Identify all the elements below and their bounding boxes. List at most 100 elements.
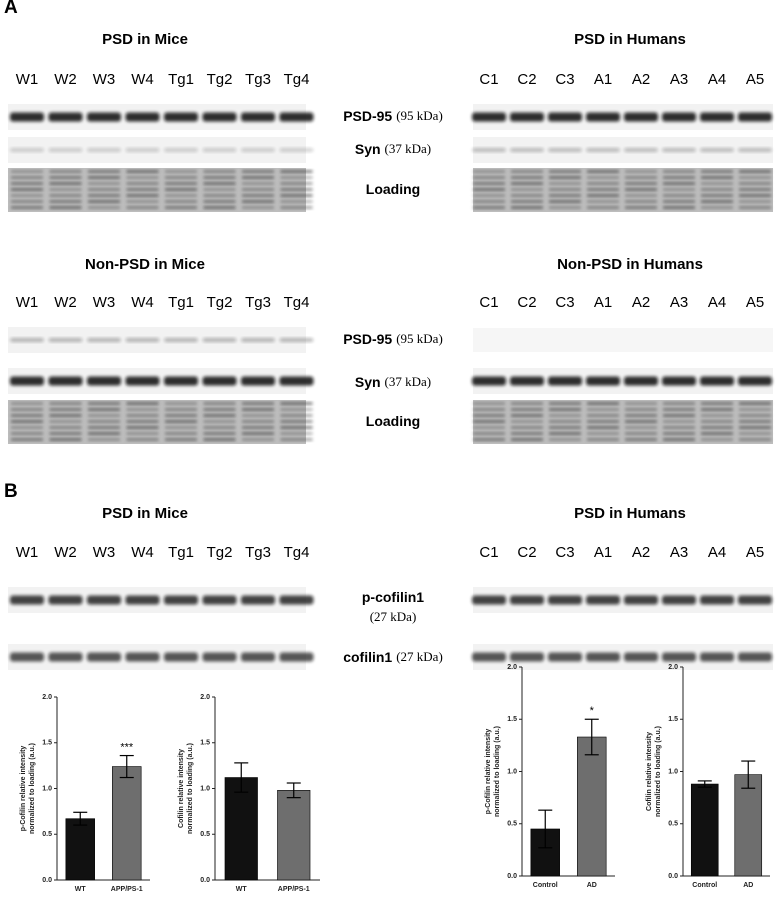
row-size: (37 kDa) bbox=[385, 141, 432, 156]
loading-band bbox=[280, 432, 313, 435]
blot-band bbox=[700, 652, 734, 662]
lane-label: W1 bbox=[16, 544, 39, 561]
blot-title: Non-PSD in Mice bbox=[85, 256, 205, 273]
loading-band bbox=[280, 402, 313, 405]
y-axis-label: normalized to loading (a.u.) bbox=[494, 726, 501, 817]
loading-band bbox=[11, 408, 43, 411]
error-bar bbox=[697, 780, 712, 788]
blot-panel: PSD in Humans C1 C2 C3 A1 A2 A3 A4 A5 bbox=[472, 505, 773, 670]
lane-label: C3 bbox=[555, 544, 574, 561]
loading-band bbox=[663, 426, 695, 429]
y-axis-label: normalized to loading (a.u.) bbox=[187, 743, 194, 834]
loading-band bbox=[126, 432, 159, 435]
loading-band bbox=[242, 432, 274, 435]
y-tick-label: 2.0 bbox=[200, 694, 210, 701]
loading-band bbox=[511, 414, 543, 417]
loading-band bbox=[511, 206, 543, 209]
lane-label: Tg3 bbox=[245, 294, 271, 311]
blot-band bbox=[10, 112, 44, 122]
loading-band bbox=[88, 188, 120, 191]
loading-band bbox=[473, 408, 505, 411]
row-label: Loading bbox=[366, 413, 420, 429]
loading-band bbox=[511, 200, 543, 203]
lane-label: A5 bbox=[746, 71, 764, 88]
loading-band bbox=[88, 402, 120, 405]
loading-band bbox=[549, 200, 581, 203]
lane-label: W3 bbox=[93, 71, 116, 88]
blot-band bbox=[700, 148, 734, 152]
loading-band bbox=[242, 420, 274, 423]
loading-band bbox=[126, 426, 159, 429]
y-axis-label: p-Cofilin relative intensity bbox=[485, 729, 492, 815]
blot-band bbox=[202, 338, 237, 342]
loading-band bbox=[701, 182, 733, 185]
loading-band bbox=[203, 170, 236, 173]
blot-band bbox=[586, 652, 620, 662]
y-tick-label: 0.0 bbox=[200, 877, 210, 884]
loading-band bbox=[473, 414, 505, 417]
blot-band bbox=[586, 148, 620, 152]
loading-band bbox=[242, 188, 274, 191]
loading-band bbox=[587, 438, 619, 441]
blot-band bbox=[586, 376, 620, 386]
loading-band bbox=[473, 182, 505, 185]
loading-band bbox=[625, 414, 657, 417]
blot-panel: Non-PSD in Mice W1 W2 W3 W4 Tg1 Tg2 Tg3 Tg4 bbox=[8, 256, 314, 444]
y-tick-label: 0.5 bbox=[668, 821, 678, 828]
loading-band bbox=[701, 194, 733, 197]
blot-band bbox=[125, 112, 160, 122]
loading-band bbox=[49, 206, 82, 209]
error-bar bbox=[741, 760, 756, 789]
blot-band bbox=[48, 595, 83, 605]
y-tick-label: 0.5 bbox=[42, 831, 52, 838]
error-bar bbox=[538, 809, 553, 849]
loading-band bbox=[587, 182, 619, 185]
loading-band bbox=[88, 420, 120, 423]
loading-band bbox=[203, 188, 236, 191]
loading-band bbox=[701, 176, 733, 179]
y-axis-label: p-Cofilin relative intensity bbox=[20, 746, 27, 832]
loading-band bbox=[739, 206, 771, 209]
row-name: Syn bbox=[355, 141, 381, 157]
loading-band bbox=[701, 414, 733, 417]
loading-band bbox=[280, 408, 313, 411]
loading-band bbox=[49, 194, 82, 197]
loading-band bbox=[203, 200, 236, 203]
loading-band bbox=[701, 188, 733, 191]
lane-label: W2 bbox=[54, 544, 77, 561]
lane-label: C3 bbox=[555, 71, 574, 88]
lane-label: C1 bbox=[479, 544, 498, 561]
row-name: PSD-95 bbox=[343, 331, 392, 347]
loading-band bbox=[739, 408, 771, 411]
lane-label: A1 bbox=[594, 71, 612, 88]
row-name: Loading bbox=[366, 413, 420, 429]
blot-title: PSD in Humans bbox=[574, 31, 686, 48]
loading-band bbox=[625, 170, 657, 173]
blot-band bbox=[738, 112, 772, 122]
y-tick-label: 2.0 bbox=[507, 664, 517, 671]
loading-band bbox=[88, 438, 120, 441]
blot-band bbox=[738, 376, 772, 386]
loading-band bbox=[165, 438, 197, 441]
lane-label: Tg3 bbox=[245, 544, 271, 561]
loading-band bbox=[88, 194, 120, 197]
loading-band bbox=[88, 200, 120, 203]
blot-title: Non-PSD in Humans bbox=[557, 256, 703, 273]
lane-label: W3 bbox=[93, 544, 116, 561]
row-name: PSD-95 bbox=[343, 108, 392, 124]
blot-band bbox=[241, 148, 275, 152]
loading-band bbox=[549, 176, 581, 179]
lane-label: W4 bbox=[131, 294, 154, 311]
blot-strip bbox=[473, 328, 773, 352]
y-tick-label: 0.0 bbox=[668, 873, 678, 880]
blot-band bbox=[164, 148, 198, 152]
loading-band bbox=[663, 432, 695, 435]
y-tick-label: 0.5 bbox=[507, 821, 517, 828]
loading-band bbox=[473, 402, 505, 405]
loading-band bbox=[242, 402, 274, 405]
loading-band bbox=[739, 402, 771, 405]
loading-band bbox=[88, 408, 120, 411]
loading-band bbox=[473, 426, 505, 429]
loading-band bbox=[511, 426, 543, 429]
lane-label: C2 bbox=[517, 71, 536, 88]
